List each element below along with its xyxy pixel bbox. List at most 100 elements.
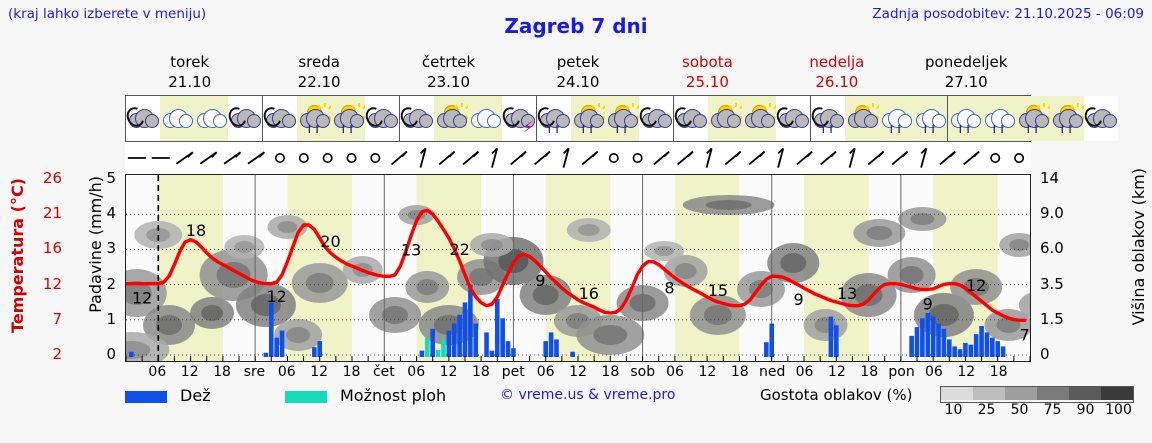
precipitation-bar [543, 341, 549, 357]
day-date: 27.10 [944, 73, 988, 91]
rain-drops-icon: ❙❙ [614, 123, 630, 133]
precipitation-bar [279, 330, 285, 357]
wind-barb-flag [491, 147, 498, 154]
day-name: četrtek [421, 53, 476, 71]
precipitation-bar [430, 328, 436, 357]
weather-icon-cell [845, 96, 883, 141]
cloud-density-tick: 10 [944, 402, 963, 418]
cloud-density-blob-core [286, 327, 311, 343]
weather-icon-cell: ❙❙ [811, 96, 845, 141]
forecast-plot: 12 18 12 20 13 22 9 16 8 15 9 13 9 12 7 [125, 174, 1031, 362]
x-axis-tick-label: ned [758, 364, 786, 380]
wind-barb-flag [187, 151, 194, 158]
weather-icon-cell [194, 96, 228, 141]
weather-icon-cell: ❙❙ [1050, 96, 1088, 141]
cloud-height-tick: 3.5 [1040, 274, 1064, 293]
x-axis-tick-label: 12 [698, 364, 717, 380]
wind-barb-strip [125, 142, 1031, 174]
temperature-value-label: 22 [449, 240, 469, 259]
cloud-density-legend-label: Gostota oblakov (%) [760, 386, 913, 404]
day-header-torek: torek 21.10 [125, 52, 254, 94]
icon-day-sreda: ❙❙ ❙❙ [263, 96, 400, 141]
rain-drops-icon: ❙❙ [957, 123, 973, 133]
precipitation-bar [930, 316, 936, 357]
x-axis-tick-label: 12 [569, 364, 587, 380]
weather-icon-cell [434, 96, 472, 141]
weather-icon-cell: ❙❙ [537, 96, 571, 141]
x-axis-tick-label: 18 [601, 364, 620, 380]
copyright-link[interactable]: © vreme.us & vreme.pro [500, 387, 676, 403]
cloud-density-blob-core [277, 221, 298, 233]
menu-note: (kraj lahko izberete v meniju) [8, 6, 207, 22]
precipitation-bar [909, 335, 914, 357]
cloud-density-swatch [1101, 387, 1133, 400]
precipitation-bar [995, 341, 1001, 357]
rain-drops-icon: ❙❙ [580, 123, 596, 133]
x-axis-tick-label: sob [630, 364, 656, 380]
cloud-density-blob-core [780, 253, 807, 273]
temperature-tick: 2 [52, 345, 62, 363]
wind-barb-flag [401, 150, 408, 158]
cloud-density-scale [940, 386, 1134, 403]
temperature-tick: 7 [52, 309, 62, 328]
wind-barb-flag [544, 150, 551, 158]
x-axis-tick-label: 06 [536, 364, 555, 380]
rain-drops-icon: ❙❙ [1059, 123, 1075, 133]
weather-icon-cell [1084, 96, 1118, 141]
cloud-density-swatch [941, 387, 973, 400]
day-header-sobota: sobota 25.10 [643, 52, 772, 94]
day-name: petek [556, 53, 600, 71]
cloud-density-blob-core [126, 281, 152, 305]
cloud-density-blob-core [854, 284, 883, 306]
precipitation-bar [936, 323, 941, 357]
cloud-density-blob-core [866, 226, 893, 240]
temperature-value-label: 13 [401, 240, 421, 259]
precipitation-bar [554, 339, 559, 357]
precipitation-bar [263, 352, 269, 357]
x-axis-tick-label: 12 [957, 364, 976, 380]
cloud-height-tick: 1.5 [1040, 309, 1064, 328]
wind-barb-flag [520, 150, 527, 158]
x-axis-tick-label: pon [888, 364, 915, 380]
precipitation-bar [973, 334, 979, 357]
temperature-value-label: 18 [186, 221, 206, 240]
cloud-density-blob-core [532, 285, 559, 305]
wind-barb-flag [563, 147, 570, 154]
temperature-value-label: 12 [266, 287, 286, 306]
wind-barb-calm [322, 153, 333, 163]
wind-barb-flag [211, 151, 218, 158]
precipitation-bar [473, 323, 479, 357]
rain-drops-icon: ❙❙ [888, 123, 904, 133]
precipitation-bar [494, 298, 500, 357]
cloud-density-blob [1018, 292, 1030, 318]
showers-legend-label: Možnost ploh [340, 386, 447, 405]
temperature-value-label: 9 [794, 290, 804, 309]
cloud-density-swatch [1069, 387, 1101, 400]
wind-barb-calm [274, 153, 285, 163]
wind-barb-flag [758, 150, 766, 158]
precipitation-bar [952, 346, 957, 357]
wind-barb-flag [849, 147, 856, 154]
weather-icon-cell: ❙❙ [879, 96, 913, 141]
wind-barb-calm [298, 153, 309, 163]
precipitation-bar [957, 349, 963, 357]
wind-barb-flag [830, 150, 837, 158]
cloud-density-blob-core [216, 262, 251, 288]
cloud-density-blob-core [382, 306, 409, 324]
day-header-sreda: sreda 22.10 [254, 52, 383, 94]
temperature-value-label: 12 [132, 289, 152, 308]
temperature-tick: 21 [42, 204, 62, 223]
rain-drops-icon: ❙❙ [546, 123, 562, 133]
weather-icon-cell: ❙❙ [297, 96, 335, 141]
precipitation-tick: 1 [106, 309, 116, 328]
cloud-density-blob-core [674, 263, 697, 279]
x-axis-tick-label: čet [372, 364, 395, 380]
weather-icon-cell [400, 96, 434, 141]
temperature-value-label: 7 [1020, 325, 1030, 344]
temperature-value-label: 15 [708, 281, 728, 300]
moon-icon [366, 107, 379, 124]
cloud-density-blob-core [899, 266, 924, 284]
weather-icon-cell [160, 96, 194, 141]
icon-day-četrtek: ⚡ [400, 96, 537, 141]
cloud-density-blob-core [654, 246, 675, 256]
